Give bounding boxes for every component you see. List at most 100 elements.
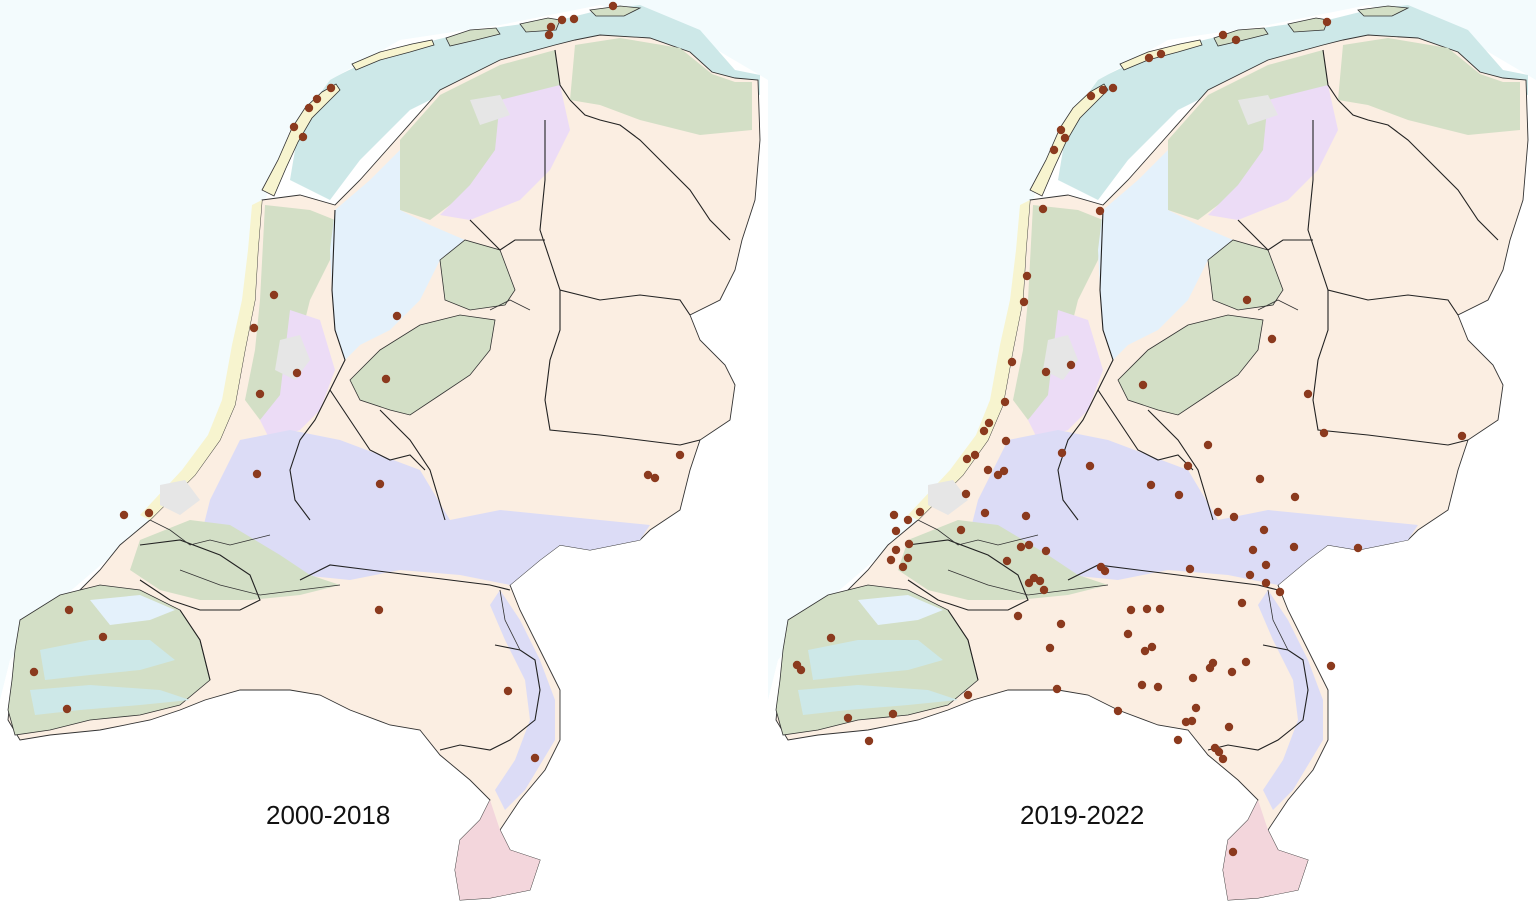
- observation-point: [1024, 578, 1034, 588]
- observation-point: [1173, 735, 1183, 745]
- observation-point: [29, 667, 39, 677]
- observation-point: [292, 368, 302, 378]
- observation-point: [64, 605, 74, 615]
- observation-point: [1016, 542, 1026, 552]
- observation-point: [891, 526, 901, 536]
- observation-point: [915, 507, 925, 517]
- observation-point: [1113, 706, 1123, 716]
- observation-point: [1156, 49, 1166, 59]
- observation-point: [1039, 585, 1049, 595]
- observation-point: [1000, 397, 1010, 407]
- observation-point: [1214, 747, 1224, 757]
- observation-point: [1290, 492, 1300, 502]
- observation-point: [1322, 17, 1332, 27]
- observation-point: [1041, 546, 1051, 556]
- observation-point: [1013, 611, 1023, 621]
- observation-point: [544, 30, 554, 40]
- observation-point: [289, 122, 299, 132]
- observation-point: [1140, 646, 1150, 656]
- observation-point: [1056, 125, 1066, 135]
- observation-point: [144, 508, 154, 518]
- observation-point: [983, 465, 993, 475]
- observation-point: [298, 132, 308, 142]
- observation-point: [1100, 566, 1110, 576]
- observation-point: [1060, 133, 1070, 143]
- observation-point: [993, 470, 1003, 480]
- observation-point: [1045, 643, 1055, 653]
- observation-point: [1213, 507, 1223, 517]
- observation-point: [956, 525, 966, 535]
- observation-point: [898, 562, 908, 572]
- observation-point: [643, 470, 653, 480]
- observation-point: [891, 545, 901, 555]
- observation-point: [979, 426, 989, 436]
- observation-point: [889, 510, 899, 520]
- observation-point: [1066, 360, 1076, 370]
- observation-markers: [29, 1, 685, 763]
- observation-point: [1275, 587, 1285, 597]
- observation-point: [530, 753, 540, 763]
- observation-point: [608, 1, 618, 11]
- observation-point: [1002, 556, 1012, 566]
- observation-point: [1052, 684, 1062, 694]
- observation-point: [1218, 754, 1228, 764]
- observation-point: [1057, 448, 1067, 458]
- observation-point: [1147, 642, 1157, 652]
- observation-point: [1218, 30, 1228, 40]
- observation-point: [650, 473, 660, 483]
- observation-point: [255, 389, 265, 399]
- observation-point: [62, 704, 72, 714]
- observation-point: [1153, 682, 1163, 692]
- observation-point: [1086, 91, 1096, 101]
- map-panel-2000-2018: 2000-2018: [0, 0, 768, 901]
- observation-point: [1038, 204, 1048, 214]
- observation-point: [1022, 271, 1032, 281]
- observation-point: [1095, 206, 1105, 216]
- observation-point: [1248, 545, 1258, 555]
- observation-point: [1203, 440, 1213, 450]
- observation-point: [119, 510, 129, 520]
- observation-point: [1245, 570, 1255, 580]
- observation-point: [252, 469, 262, 479]
- observation-point: [1261, 560, 1271, 570]
- observation-point: [569, 14, 579, 24]
- observation-point: [904, 539, 914, 549]
- observation-point: [1229, 512, 1239, 522]
- observation-point: [675, 450, 685, 460]
- observation-point: [375, 479, 385, 489]
- observation-point: [886, 555, 896, 565]
- observation-point: [826, 633, 836, 643]
- observation-point: [1035, 576, 1045, 586]
- observation-point: [864, 736, 874, 746]
- observation-point: [546, 22, 556, 32]
- observation-point: [1242, 295, 1252, 305]
- observation-point: [249, 323, 259, 333]
- observation-point: [1007, 357, 1017, 367]
- observation-point: [1228, 847, 1238, 857]
- observation-point: [984, 418, 994, 428]
- observation-point: [1085, 461, 1095, 471]
- observation-point: [312, 94, 322, 104]
- observation-point: [1144, 53, 1154, 63]
- observation-point: [888, 709, 898, 719]
- observation-point: [999, 466, 1009, 476]
- observation-point: [1224, 722, 1234, 732]
- observation-point: [962, 454, 972, 464]
- observation-point: [392, 311, 402, 321]
- observation-point: [269, 290, 279, 300]
- observation-point: [903, 553, 913, 563]
- observation-point: [1227, 667, 1237, 677]
- observation-point: [1255, 474, 1265, 484]
- observation-point: [1188, 673, 1198, 683]
- observation-point: [1123, 629, 1133, 639]
- observation-point: [1261, 578, 1271, 588]
- observation-point: [1138, 380, 1148, 390]
- observation-point: [503, 686, 513, 696]
- observation-point: [1142, 604, 1152, 614]
- observation-point: [1303, 389, 1313, 399]
- observation-point: [557, 15, 567, 25]
- netherlands-map: [768, 0, 1536, 904]
- observation-point: [1056, 619, 1066, 629]
- observation-point: [1231, 35, 1241, 45]
